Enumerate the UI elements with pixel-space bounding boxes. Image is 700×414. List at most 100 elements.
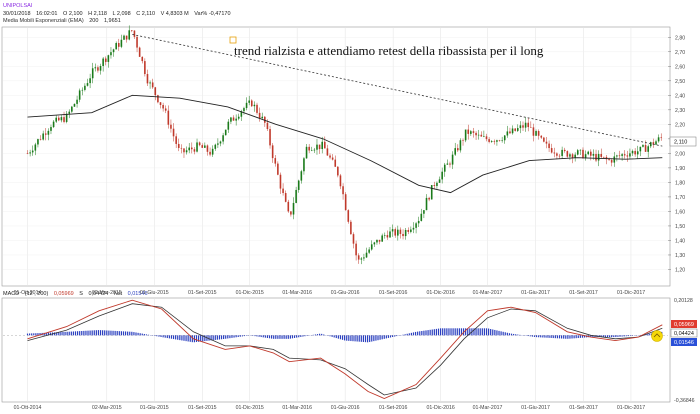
candle-body bbox=[287, 201, 290, 212]
macd-histogram-bar bbox=[406, 333, 408, 336]
macd-histogram-bar bbox=[197, 335, 200, 342]
candle-body bbox=[73, 103, 76, 107]
macd-histogram-bar bbox=[506, 332, 508, 336]
x-tick-label: 01-Giu-2015 bbox=[140, 290, 169, 296]
x-tick-label: 01-Dic-2016 bbox=[426, 405, 454, 411]
macd-histogram-bar bbox=[200, 335, 202, 342]
macd-histogram-bar bbox=[85, 330, 87, 336]
macd-histogram-bar bbox=[139, 333, 141, 336]
macd-histogram-bar bbox=[408, 333, 410, 336]
candle-body bbox=[459, 140, 462, 151]
macd-histogram-bar bbox=[314, 334, 317, 336]
macd-histogram-bar bbox=[168, 335, 170, 339]
macd-histogram-bar bbox=[56, 332, 58, 336]
candle-body bbox=[342, 186, 344, 195]
candle-body bbox=[451, 154, 454, 165]
candle-body bbox=[303, 158, 305, 172]
macd-histogram-bar bbox=[127, 331, 129, 336]
macd-histogram-bar bbox=[533, 335, 536, 337]
macd-histogram-bar bbox=[302, 335, 304, 337]
ema-value: 1,9651 bbox=[103, 18, 121, 24]
macd-histogram-bar bbox=[179, 335, 181, 341]
macd-histogram-bar bbox=[287, 335, 289, 339]
candle-body bbox=[110, 52, 112, 56]
candle-body bbox=[470, 131, 472, 134]
candle-body bbox=[26, 153, 29, 154]
candle-body bbox=[250, 100, 253, 107]
candle-body bbox=[558, 155, 561, 157]
candle-body bbox=[571, 154, 574, 158]
macd-histogram-bar bbox=[329, 335, 331, 337]
macd-histogram-bar bbox=[611, 335, 613, 338]
macd-header: MACD (12 , 200) 0,05969 S 0,04424 Nst 0,… bbox=[3, 291, 152, 298]
candle-body bbox=[464, 129, 467, 141]
macd-histogram-bar bbox=[122, 331, 125, 336]
macd-histogram-bar bbox=[527, 335, 529, 337]
macd-histogram-bar bbox=[437, 328, 440, 336]
macd-histogram-bar bbox=[271, 335, 273, 339]
candle-body bbox=[566, 151, 569, 157]
high-value: H 2,118 bbox=[88, 11, 107, 17]
macd-histogram-bar bbox=[606, 335, 609, 338]
macd-histogram-bar bbox=[214, 335, 216, 340]
macd-histogram-bar bbox=[335, 335, 337, 339]
candle-body bbox=[211, 148, 214, 155]
price-tag: 2,110 bbox=[674, 140, 687, 146]
chart-symbol: UNIPOLSAI bbox=[3, 3, 36, 10]
candle-body bbox=[58, 117, 60, 121]
macd-histogram-bar bbox=[304, 335, 306, 337]
candle-body bbox=[563, 149, 566, 152]
macd-histogram-bar bbox=[43, 332, 45, 336]
candle-body bbox=[284, 193, 287, 202]
candle-body bbox=[290, 211, 292, 215]
y-tick-label: 2,20 bbox=[675, 122, 685, 128]
candle-body bbox=[209, 151, 211, 155]
x-tick-label: 01-Set-2016 bbox=[379, 405, 408, 411]
low-value: L 2,098 bbox=[112, 11, 131, 17]
macd-histogram-bar bbox=[423, 330, 425, 336]
candle-body bbox=[381, 235, 383, 242]
macd-histogram-bar bbox=[95, 330, 97, 336]
candle-body bbox=[417, 220, 420, 224]
macd-histogram-bar bbox=[264, 335, 266, 338]
candle-body bbox=[154, 87, 157, 96]
macd-histogram-bar bbox=[118, 331, 120, 336]
candle-body bbox=[60, 117, 63, 121]
candle-body bbox=[99, 66, 102, 71]
macd-histogram-bar bbox=[389, 335, 392, 338]
candle-body bbox=[613, 156, 616, 163]
candle-body bbox=[655, 141, 657, 145]
candle-body bbox=[172, 128, 175, 137]
candle-body bbox=[462, 140, 464, 141]
macd-histogram-bar bbox=[458, 328, 460, 336]
macd-histogram-bar bbox=[569, 335, 571, 339]
candle-body bbox=[183, 148, 185, 153]
macd-histogram-bar bbox=[175, 335, 177, 340]
candle-body bbox=[68, 111, 71, 114]
x-tick-label: 01-Set-2017 bbox=[569, 290, 598, 296]
macd-histogram-bar bbox=[531, 335, 533, 337]
candle-body bbox=[104, 58, 107, 62]
candle-body bbox=[334, 159, 337, 167]
x-tick-label: 02-Mar-2015 bbox=[92, 405, 122, 411]
candle-body bbox=[52, 121, 55, 128]
x-tick-label: 01-Mar-2017 bbox=[473, 290, 503, 296]
macd-histogram-bar bbox=[110, 330, 112, 336]
macd-histogram-bar bbox=[76, 331, 79, 336]
macd-histogram-bar bbox=[102, 330, 104, 336]
macd-histogram-bar bbox=[275, 335, 277, 339]
candle-body bbox=[37, 139, 39, 145]
cursor-marker-icon[interactable] bbox=[651, 330, 663, 342]
macd-histogram-bar bbox=[229, 335, 231, 339]
y-tick-label: 2,30 bbox=[675, 108, 685, 114]
price-panel-frame bbox=[1, 26, 671, 287]
y-tick-label: 1,70 bbox=[675, 195, 685, 201]
macd-histogram-bar bbox=[181, 335, 183, 341]
macd-histogram-bar bbox=[223, 335, 225, 340]
macd-v3-label: Nst bbox=[113, 291, 123, 297]
macd-histogram-bar bbox=[350, 335, 352, 342]
macd-histogram-bar bbox=[333, 335, 335, 338]
macd-histogram-bar bbox=[442, 328, 444, 336]
candle-body bbox=[94, 67, 97, 69]
